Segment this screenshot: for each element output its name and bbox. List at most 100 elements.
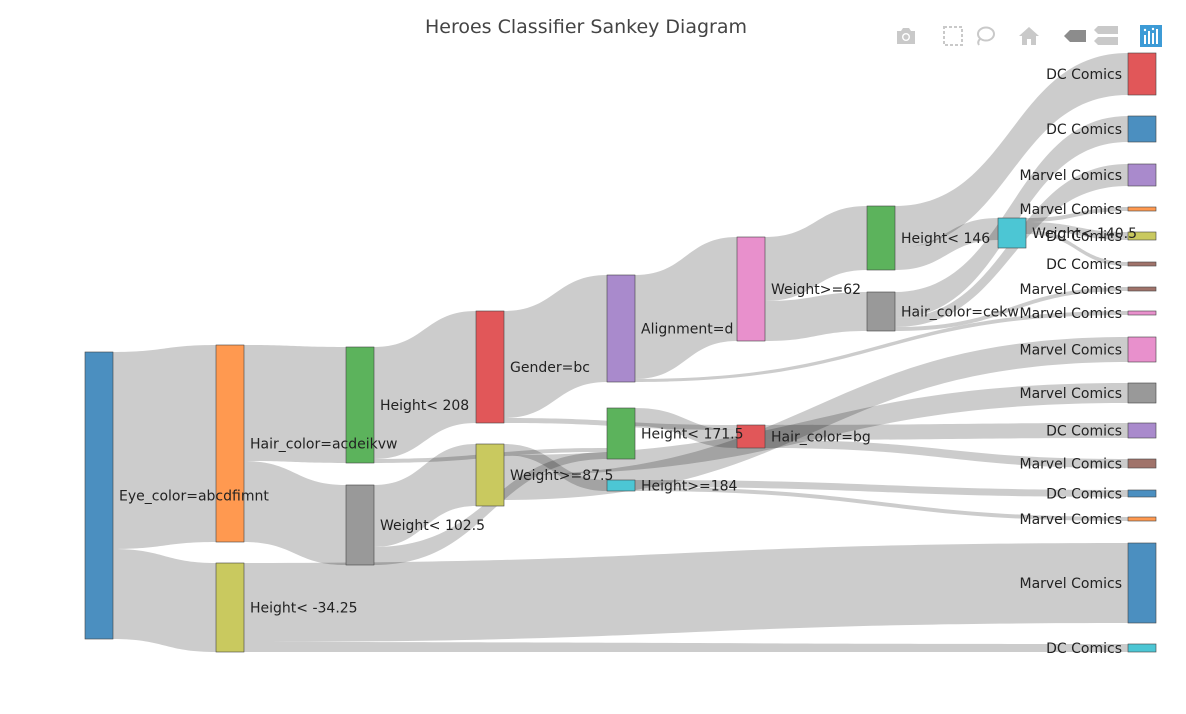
node-t15[interactable]: [1127, 542, 1157, 624]
link-eye-to-hneg[interactable]: [113, 549, 216, 652]
node-w1405[interactable]: [997, 217, 1027, 249]
plotly-logo-icon[interactable]: [1137, 22, 1165, 50]
node-t11[interactable]: [1127, 422, 1157, 439]
node-hneg[interactable]: [215, 562, 245, 653]
link-w102-to-h1715[interactable]: [374, 452, 607, 565]
node-align[interactable]: [606, 274, 636, 383]
link-w102-to-w875[interactable]: [374, 444, 476, 547]
node-w62[interactable]: [736, 236, 766, 342]
node-t12[interactable]: [1127, 458, 1157, 469]
link-w1405-to-t6[interactable]: [1026, 230, 1128, 266]
node-label-align: Alignment=d: [641, 322, 733, 338]
node-label-t6: DC Comics: [1046, 257, 1122, 273]
node-label-t14: Marvel Comics: [1019, 512, 1122, 528]
node-label-t3: Marvel Comics: [1019, 168, 1122, 184]
node-t14[interactable]: [1127, 516, 1157, 522]
link-w1405-to-t4[interactable]: [1026, 207, 1128, 222]
node-t2[interactable]: [1127, 115, 1157, 143]
link-w875-to-t9[interactable]: [504, 337, 1128, 500]
node-t7[interactable]: [1127, 286, 1157, 292]
link-h184-to-t14[interactable]: [635, 487, 1128, 521]
node-t13[interactable]: [1127, 489, 1157, 498]
link-h146-to-w1405[interactable]: [895, 218, 998, 270]
node-label-t12: Marvel Comics: [1019, 457, 1122, 473]
node-hairbg[interactable]: [736, 424, 766, 449]
node-label-t9: Marvel Comics: [1019, 343, 1122, 359]
link-hair1-to-w102[interactable]: [244, 461, 346, 565]
node-t1[interactable]: [1127, 52, 1157, 96]
node-haircekw[interactable]: [866, 291, 896, 332]
link-h1715-to-hairbg[interactable]: [635, 408, 737, 448]
link-hairbg-to-t11[interactable]: [765, 423, 1128, 440]
node-h208[interactable]: [345, 346, 375, 464]
link-align-to-w62[interactable]: [635, 237, 737, 379]
link-w1405-to-t5[interactable]: [1026, 222, 1128, 240]
link-hneg-to-t16[interactable]: [244, 642, 1128, 652]
node-label-w875: Weight>=87.5: [510, 468, 613, 484]
hover-closest-icon[interactable]: [1061, 22, 1089, 50]
link-w62-to-h146[interactable]: [765, 206, 867, 301]
node-label-eye: Eye_color=abcdfimnt: [119, 489, 269, 505]
node-hair1[interactable]: [215, 344, 245, 543]
link-eye-to-hair1[interactable]: [113, 345, 216, 549]
home-icon[interactable]: [1015, 22, 1043, 50]
link-h208-to-gender[interactable]: [374, 311, 476, 459]
link-gender-to-align[interactable]: [504, 275, 607, 418]
node-w102[interactable]: [345, 484, 375, 566]
link-hair1-to-h208[interactable]: [244, 345, 346, 463]
node-eye[interactable]: [84, 351, 114, 640]
node-label-t5: DC Comics: [1046, 229, 1122, 245]
node-t8[interactable]: [1127, 310, 1157, 316]
node-label-t1: DC Comics: [1046, 67, 1122, 83]
link-w62-to-haircekw[interactable]: [765, 292, 867, 341]
node-label-h146: Height< 146: [901, 231, 990, 247]
node-t10[interactable]: [1127, 382, 1157, 404]
node-label-t2: DC Comics: [1046, 122, 1122, 138]
link-w875-to-t10[interactable]: [504, 383, 1128, 475]
node-w875[interactable]: [475, 443, 505, 507]
link-haircekw-to-t7[interactable]: [895, 287, 1128, 331]
node-label-t8: Marvel Comics: [1019, 306, 1122, 322]
box-select-icon[interactable]: [939, 22, 967, 50]
node-label-t10: Marvel Comics: [1019, 386, 1122, 402]
hover-compare-icon[interactable]: [1092, 22, 1120, 50]
node-t5[interactable]: [1127, 231, 1157, 241]
node-label-hairbg: Hair_color=bg: [771, 430, 871, 446]
link-hneg-to-t15[interactable]: [244, 543, 1128, 642]
sankey-nodes: [84, 52, 1157, 653]
node-h146[interactable]: [866, 205, 896, 271]
sankey-labels: Eye_color=abcdfimnt Hair_color=acdeikvw He…: [119, 67, 1137, 657]
node-gender[interactable]: [475, 310, 505, 424]
node-label-t4: Marvel Comics: [1019, 202, 1122, 218]
node-label-w102: Weight< 102.5: [380, 518, 485, 534]
node-label-t11: DC Comics: [1046, 424, 1122, 440]
link-align-to-t8[interactable]: [635, 311, 1128, 382]
node-t4[interactable]: [1127, 206, 1157, 212]
node-label-gender: Gender=bc: [510, 360, 590, 376]
node-t3[interactable]: [1127, 163, 1157, 187]
link-w875-to-h184[interactable]: [504, 444, 607, 491]
link-hairbg-to-t12[interactable]: [765, 440, 1128, 468]
node-h184[interactable]: [606, 479, 636, 492]
node-label-w1405: Weight< 140.5: [1032, 226, 1137, 242]
node-label-t16: DC Comics: [1046, 641, 1122, 657]
node-label-t7: Marvel Comics: [1019, 282, 1122, 298]
node-label-t15: Marvel Comics: [1019, 576, 1122, 592]
node-label-h208: Height< 208: [380, 398, 469, 414]
node-label-w62: Weight>=62: [771, 282, 861, 298]
node-t16[interactable]: [1127, 643, 1157, 653]
lasso-select-icon[interactable]: [970, 22, 998, 50]
link-h146-to-t1[interactable]: [895, 53, 1128, 248]
node-label-t13: DC Comics: [1046, 487, 1122, 503]
node-h1715[interactable]: [606, 407, 636, 460]
node-t6[interactable]: [1127, 261, 1157, 267]
camera-icon[interactable]: [892, 22, 920, 50]
plot-toolbar: [890, 22, 1170, 50]
node-label-h1715: Height< 171.5: [641, 427, 744, 443]
link-h184-to-t13[interactable]: [635, 480, 1128, 497]
link-haircekw-to-t2[interactable]: [895, 116, 1128, 318]
diagram-title: Heroes Classifier Sankey Diagram: [424, 16, 748, 38]
node-t9[interactable]: [1127, 336, 1157, 363]
node-label-hair1: Hair_color=acdeikvw: [250, 437, 397, 453]
